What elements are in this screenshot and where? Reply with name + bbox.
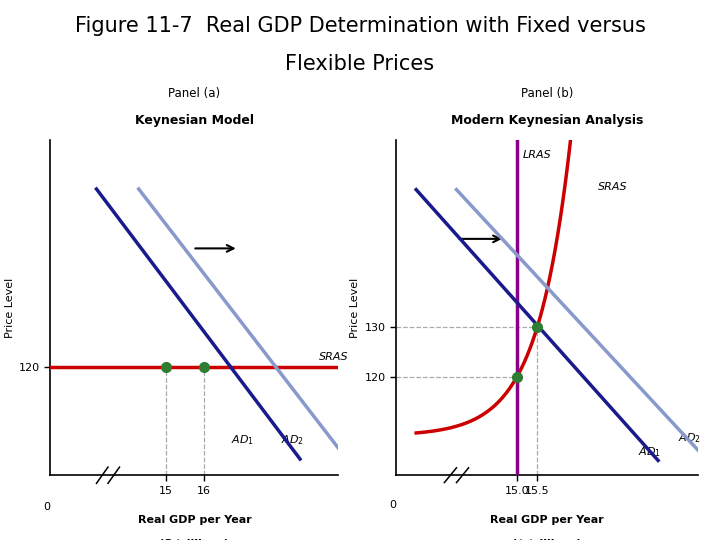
Y-axis label: Price Level: Price Level (5, 278, 14, 338)
Text: $AD_1$: $AD_1$ (638, 446, 661, 460)
Text: ($ trillions): ($ trillions) (513, 539, 582, 540)
Text: $AD_1$: $AD_1$ (231, 433, 254, 447)
Text: $AD_2$: $AD_2$ (678, 431, 701, 444)
Text: Modern Keynesian Analysis: Modern Keynesian Analysis (451, 114, 644, 127)
Text: Figure 11-7  Real GDP Determination with Fixed versus: Figure 11-7 Real GDP Determination with … (75, 16, 645, 36)
Text: (S trillions): (S trillions) (159, 539, 230, 540)
Text: Panel (a): Panel (a) (168, 87, 220, 100)
Text: Real GDP per Year: Real GDP per Year (490, 515, 604, 525)
Text: LRAS: LRAS (523, 150, 552, 160)
Text: SRAS: SRAS (598, 181, 627, 192)
Text: Flexible Prices: Flexible Prices (285, 54, 435, 74)
Text: Real GDP per Year: Real GDP per Year (138, 515, 251, 525)
Text: Panel (b): Panel (b) (521, 87, 573, 100)
Text: Keynesian Model: Keynesian Model (135, 114, 254, 127)
Text: SRAS: SRAS (319, 352, 348, 362)
Text: 0: 0 (43, 502, 50, 512)
Text: $AD_2$: $AD_2$ (281, 433, 304, 447)
Y-axis label: Price Level: Price Level (351, 278, 360, 338)
Text: 0: 0 (389, 500, 396, 510)
